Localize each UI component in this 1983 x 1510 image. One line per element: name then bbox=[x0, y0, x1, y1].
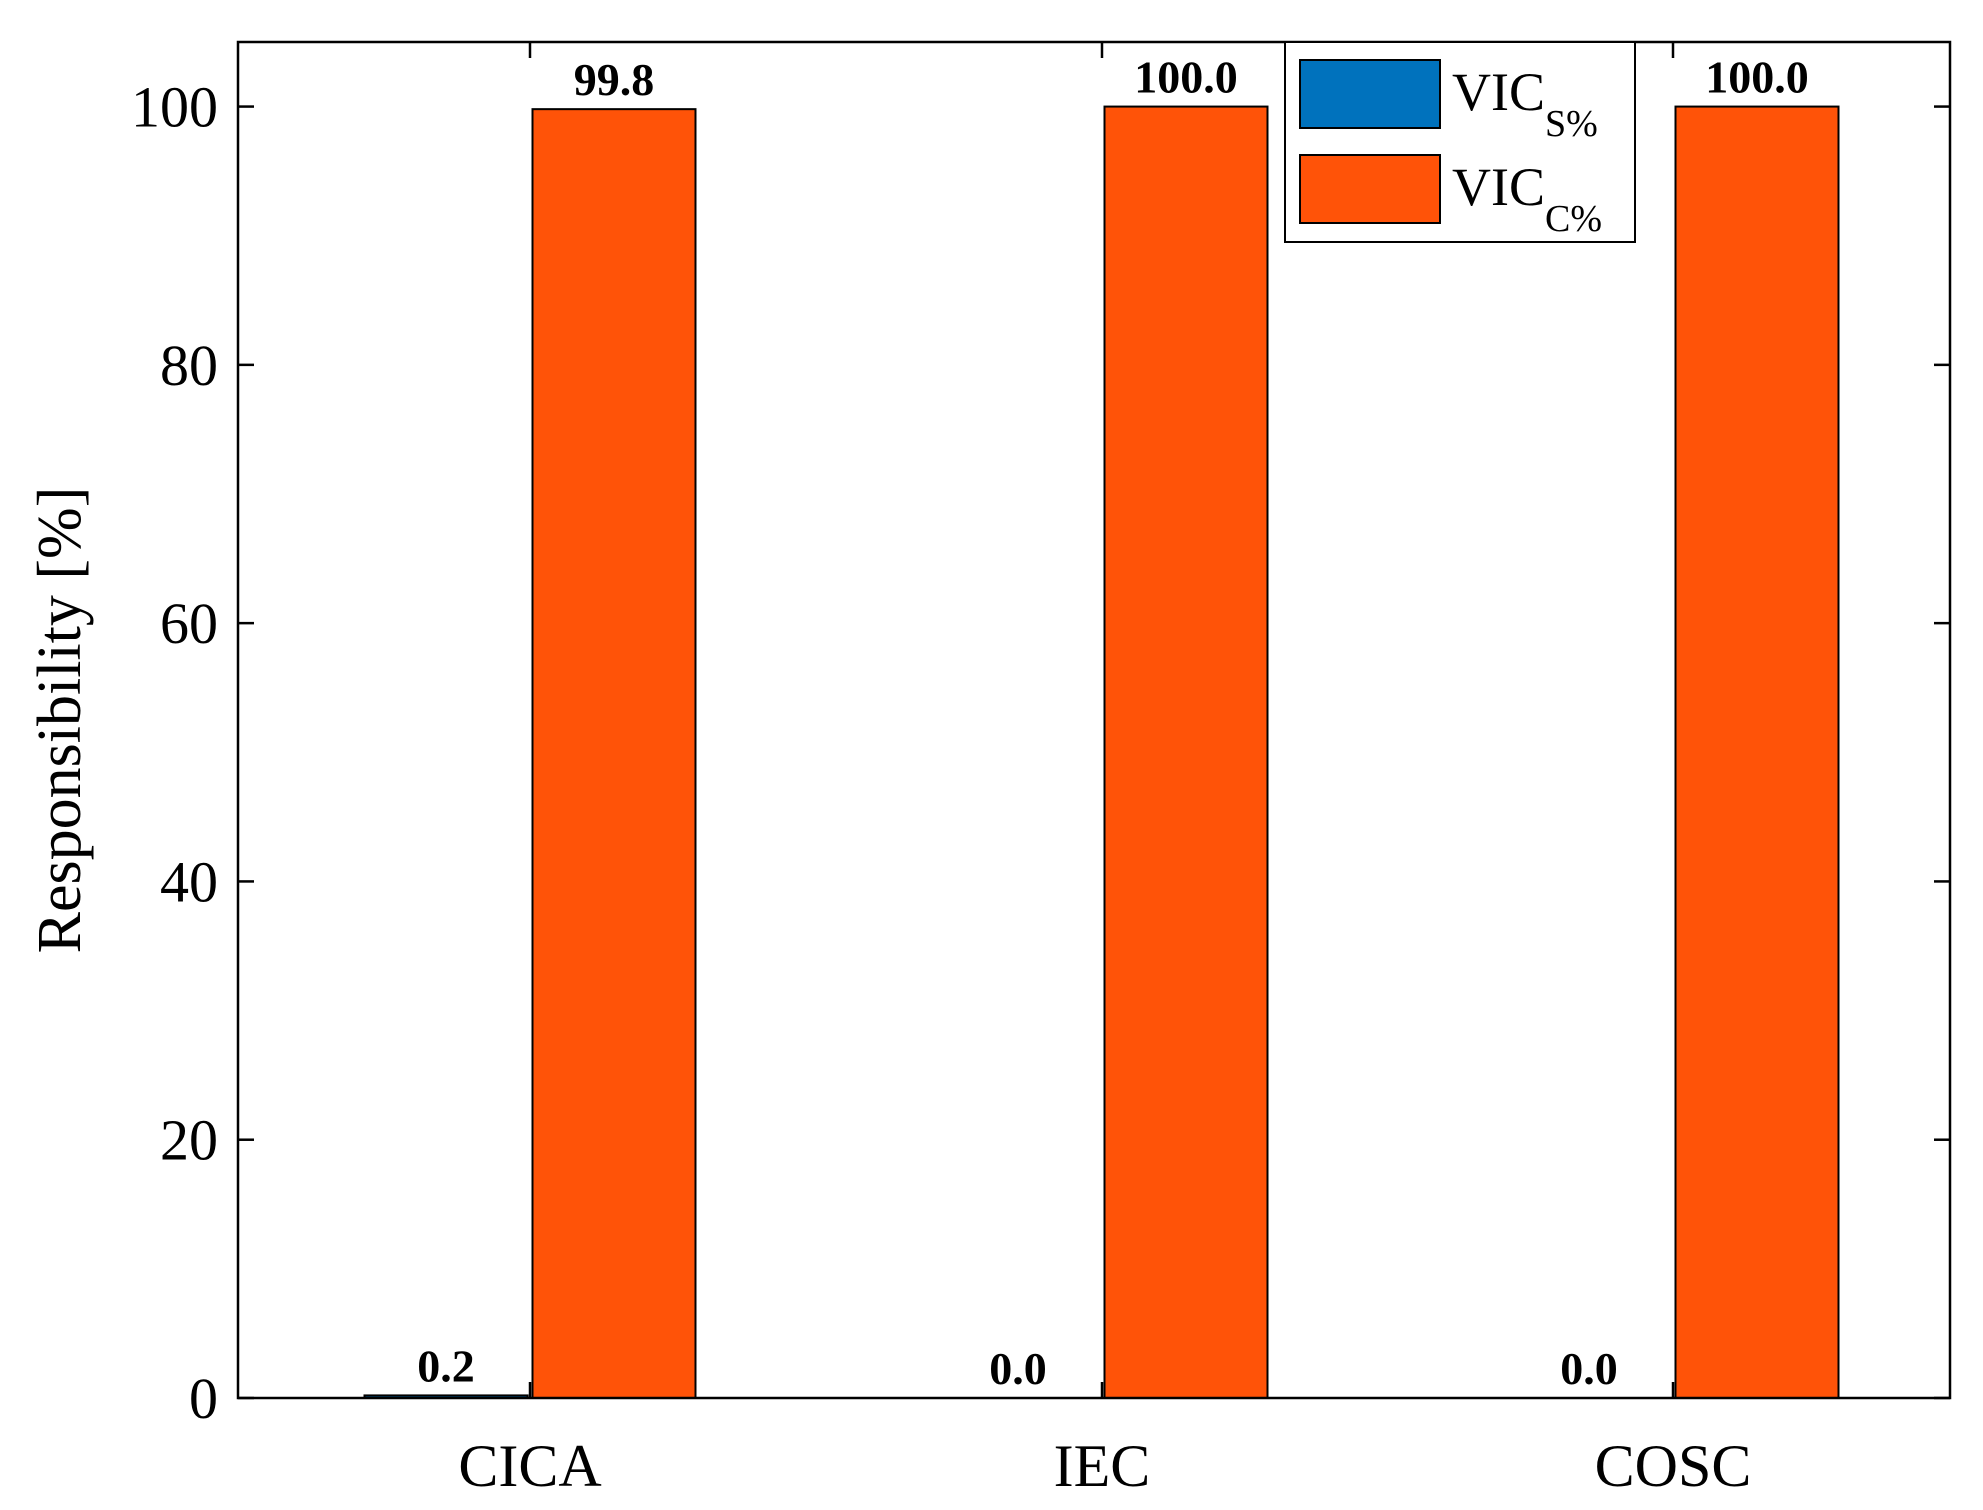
data-label-cica-series-1: 0.2 bbox=[417, 1340, 475, 1391]
legend-label-sub-1: S% bbox=[1545, 103, 1598, 145]
x-tick-label-cosc: COSC bbox=[1595, 1433, 1752, 1499]
y-tick-label-80: 80 bbox=[160, 333, 218, 398]
axes: CICA IEC COSC 0 20 40 60 80 100 bbox=[131, 40, 1952, 1499]
bar-iec-series-2 bbox=[1103, 105, 1269, 1400]
y-tick-label-20: 20 bbox=[160, 1108, 218, 1173]
data-label-cosc-series-2: 100.0 bbox=[1705, 52, 1809, 103]
data-labels: 0.2 99.8 0.0 100.0 0.0 100.0 bbox=[417, 52, 1809, 1394]
legend-swatch-series-1 bbox=[1299, 59, 1441, 129]
legend-label-sub-2: C% bbox=[1545, 198, 1602, 240]
bars bbox=[363, 105, 1840, 1400]
data-label-iec-series-2: 100.0 bbox=[1134, 52, 1238, 103]
legend: VICS%VICC% bbox=[1284, 41, 1636, 243]
legend-label-series-1: VICS% bbox=[1452, 62, 1598, 145]
x-tick-label-iec: IEC bbox=[1054, 1433, 1151, 1499]
legend-label-main-1: VIC bbox=[1452, 62, 1545, 122]
y-tick-label-100: 100 bbox=[131, 75, 218, 140]
axes-frame bbox=[236, 40, 1952, 1400]
legend-label-series-2: VICC% bbox=[1452, 157, 1602, 240]
bar-cica-series-2 bbox=[531, 108, 697, 1399]
y-tick-label-60: 60 bbox=[160, 591, 218, 656]
plot-background bbox=[238, 42, 1950, 1398]
x-tick-label-cica: CICA bbox=[458, 1433, 601, 1499]
y-tick-label-0: 0 bbox=[189, 1366, 218, 1431]
legend-label-main-2: VIC bbox=[1452, 157, 1545, 217]
y-axis-title: Responsibility [%] bbox=[26, 487, 94, 954]
data-label-cica-series-2: 99.8 bbox=[574, 54, 655, 105]
y-tick-label-40: 40 bbox=[160, 849, 218, 914]
data-label-iec-series-1: 0.0 bbox=[989, 1343, 1047, 1394]
plot-area bbox=[238, 42, 1950, 1398]
bar-cosc-series-2 bbox=[1674, 105, 1840, 1400]
legend-swatch-series-2 bbox=[1299, 154, 1441, 224]
data-label-cosc-series-1: 0.0 bbox=[1560, 1343, 1618, 1394]
